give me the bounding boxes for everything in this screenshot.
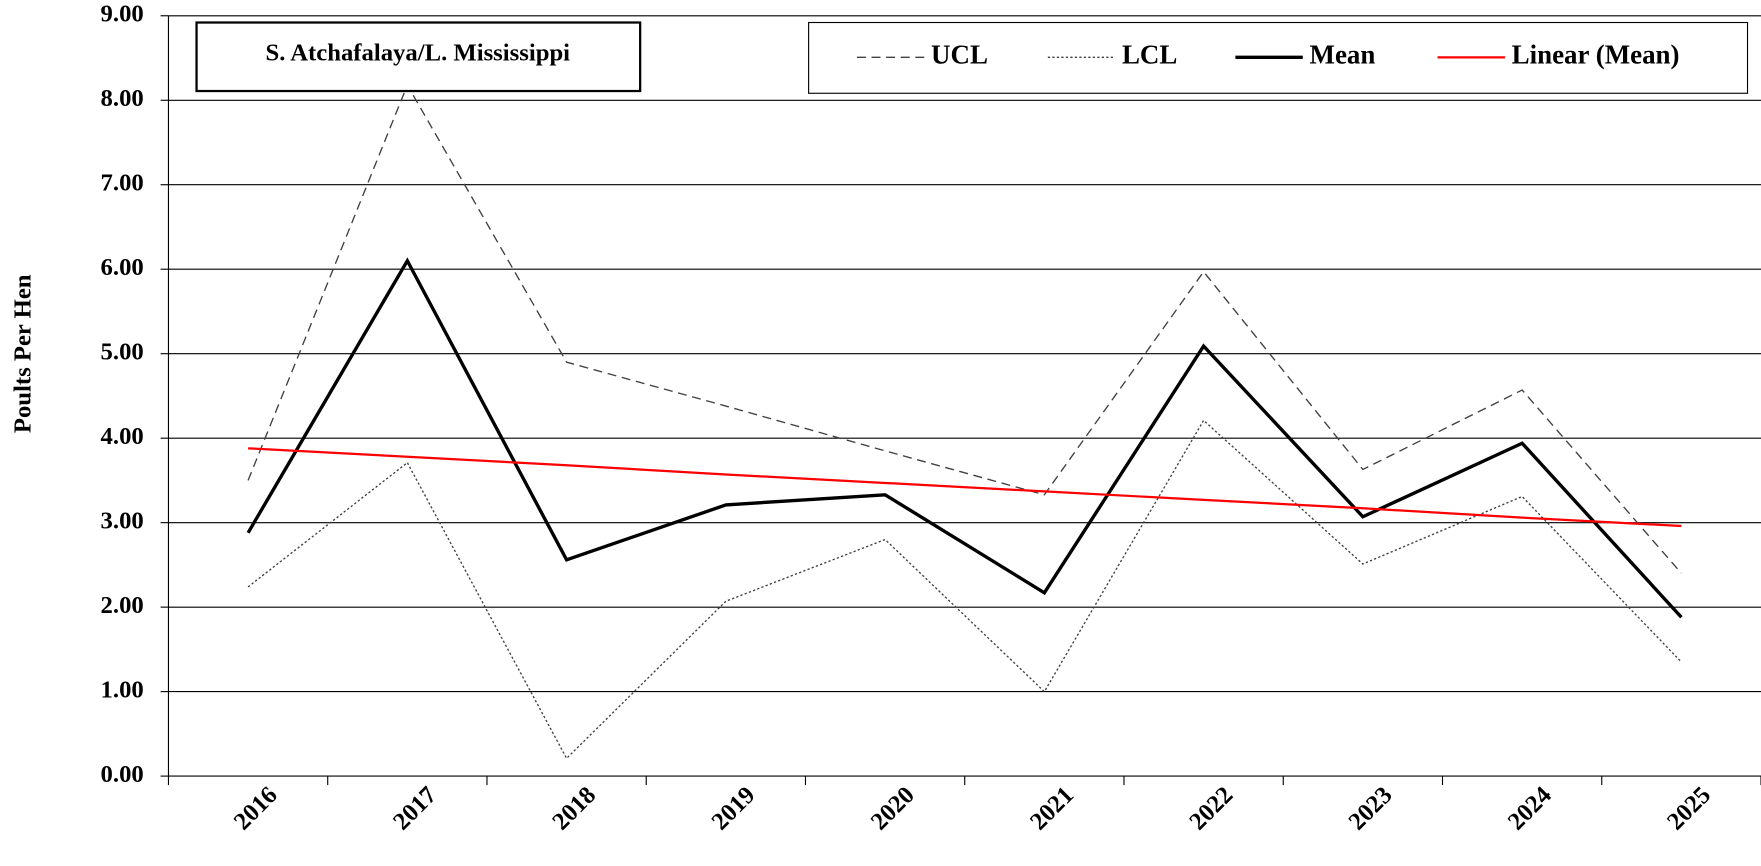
y-tick-label: 3.00 xyxy=(101,507,144,534)
x-tick-label: 2017 xyxy=(388,782,442,836)
y-tick-label: 9.00 xyxy=(101,0,144,27)
x-tick-label: 2025 xyxy=(1662,782,1716,836)
x-tick-label: 2023 xyxy=(1344,782,1398,836)
legend-label: UCL xyxy=(931,40,988,70)
x-tick-label: 2024 xyxy=(1503,782,1557,836)
legend-label: Linear (Mean) xyxy=(1512,40,1680,70)
y-tick-label: 0.00 xyxy=(101,761,144,788)
legend-label: Mean xyxy=(1310,40,1376,70)
series-line xyxy=(247,83,1682,574)
x-tick-label: 2021 xyxy=(1025,782,1079,836)
y-tick-label: 7.00 xyxy=(101,169,144,196)
x-tick-label: 2018 xyxy=(547,782,601,836)
x-tick-label: 2016 xyxy=(229,782,283,836)
y-tick-label: 6.00 xyxy=(101,254,144,281)
x-tick-label: 2020 xyxy=(866,782,920,836)
y-axis-label: Poults Per Hen xyxy=(9,274,36,433)
y-tick-label: 4.00 xyxy=(101,423,144,450)
x-tick-label: 2022 xyxy=(1184,782,1238,836)
chart-title: S. Atchafalaya/L. Mississippi xyxy=(266,40,571,67)
x-tick-label: 2019 xyxy=(707,782,761,836)
y-tick-label: 8.00 xyxy=(101,85,144,112)
series-line xyxy=(248,447,1682,528)
series-line xyxy=(247,419,1682,760)
title-box xyxy=(195,21,642,93)
legend-label: LCL xyxy=(1122,40,1177,70)
series-line xyxy=(246,257,1683,619)
y-tick-label: 2.00 xyxy=(101,592,144,619)
y-tick-label: 5.00 xyxy=(101,338,144,365)
y-tick-label: 1.00 xyxy=(101,676,144,703)
